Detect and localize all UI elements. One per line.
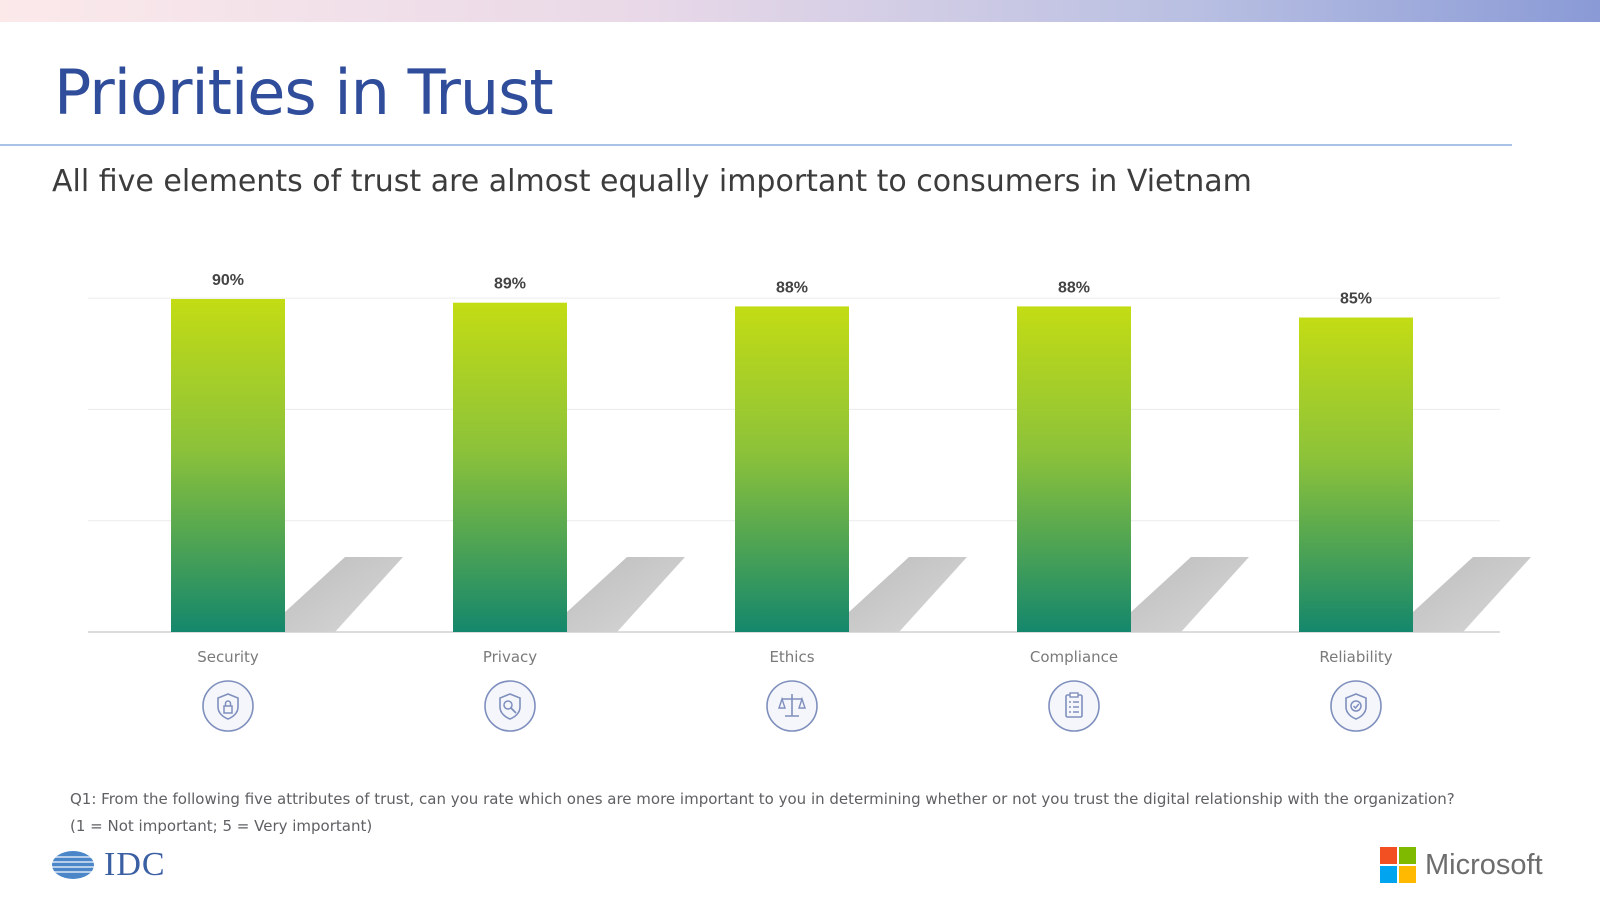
bar-value-label: 89% — [494, 276, 526, 293]
bar-reliability — [1299, 317, 1413, 632]
bar-shadow — [1413, 557, 1531, 632]
bar-value-label: 88% — [1058, 279, 1090, 296]
shield-badge-icon — [1329, 679, 1383, 733]
survey-scale-note: (1 = Not important; 5 = Very important) — [70, 817, 373, 835]
ms-square-yellow — [1399, 866, 1416, 883]
bar-value-label: 90% — [212, 272, 244, 289]
idc-globe-icon — [52, 851, 94, 879]
top-gradient-band — [0, 0, 1600, 22]
microsoft-wordmark: Microsoft — [1425, 848, 1543, 881]
clipboard-checklist-icon — [1047, 679, 1101, 733]
title-divider — [0, 144, 1512, 146]
bar-shadow — [1131, 557, 1249, 632]
microsoft-squares-icon — [1380, 847, 1416, 883]
ms-square-blue — [1380, 866, 1397, 883]
bar-shadow — [285, 557, 403, 632]
category-label: Security — [197, 648, 259, 666]
bar-value-label: 88% — [776, 279, 808, 296]
microsoft-logo: Microsoft — [1380, 847, 1543, 883]
category-label: Privacy — [482, 648, 538, 666]
bar-shadow — [849, 557, 967, 632]
shield-key-icon — [483, 679, 537, 733]
bar-compliance — [1017, 306, 1131, 632]
idc-logo: IDC — [50, 846, 166, 883]
category-label: Compliance — [1029, 648, 1119, 666]
shield-lock-icon — [201, 679, 255, 733]
idc-wordmark: IDC — [104, 846, 166, 883]
survey-question: Q1: From the following five attributes o… — [70, 786, 1540, 840]
bar-shadow — [567, 557, 685, 632]
page-title: Priorities in Trust — [54, 56, 554, 129]
scales-icon — [765, 679, 819, 733]
category-label: Ethics — [769, 648, 815, 666]
bar-ethics — [735, 306, 849, 632]
category-label: Reliability — [1319, 648, 1393, 666]
bar-chart: 90% 89% 88% 88% 85% — [88, 272, 1531, 633]
bar-value-label: 85% — [1340, 291, 1372, 308]
bar-security — [171, 299, 285, 632]
page-subtitle: All five elements of trust are almost eq… — [52, 164, 1252, 199]
ms-square-green — [1399, 847, 1416, 864]
survey-question-text: Q1: From the following five attributes o… — [70, 790, 1455, 808]
bar-privacy — [453, 302, 567, 632]
ms-square-red — [1380, 847, 1397, 864]
